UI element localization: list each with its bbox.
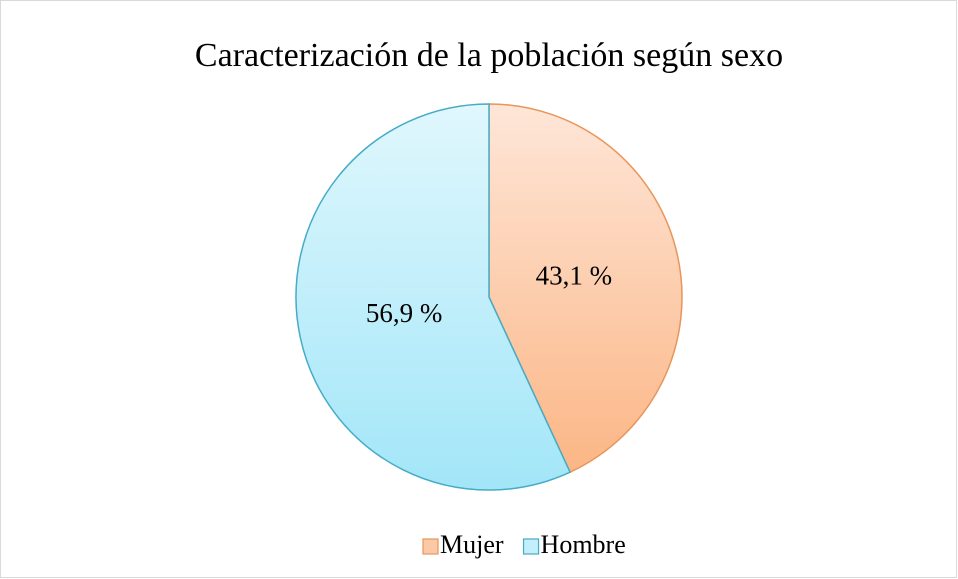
legend-label: Mujer [440,530,504,559]
data-label: 43,1 % [536,261,613,291]
pie-slice [295,103,572,491]
legend-swatch [522,538,540,555]
chart-title: Caracterización de la población según se… [195,37,783,74]
pie-slice [488,103,683,474]
legend-swatch [422,538,439,555]
data-label: 56,9 % [366,298,443,328]
legend-label: Hombre [541,530,626,559]
